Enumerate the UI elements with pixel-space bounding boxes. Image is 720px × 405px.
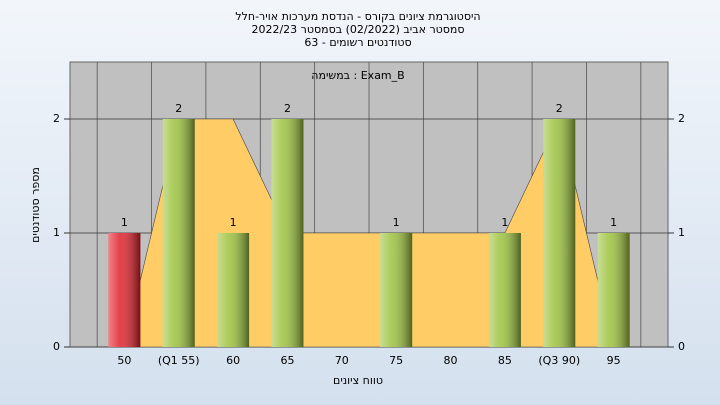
bar-shading — [217, 233, 250, 347]
chart-subtitle: סטודנטים רשומים - 63 — [304, 36, 411, 49]
data-label: 2 — [175, 102, 182, 115]
data-label: 2 — [556, 102, 563, 115]
data-label: 1 — [121, 216, 128, 229]
x-axis-label: טווח ציונים — [333, 374, 383, 387]
bar-shading — [543, 119, 576, 347]
x-tick-label: 60 — [226, 354, 240, 367]
y2-tick-label: 1 — [678, 226, 685, 239]
x-tick-label: 95 — [607, 354, 621, 367]
x-tick-label: 80 — [444, 354, 458, 367]
chart-title: היסטוגרמת ציונים בקורס - הנדסת מערכות או… — [235, 10, 480, 23]
x-tick-label: 85 — [498, 354, 512, 367]
y-axis-label: מספר סטודנטים — [29, 167, 42, 243]
bar-shading — [108, 233, 141, 347]
bar-shading — [380, 233, 413, 347]
data-label: 1 — [610, 216, 617, 229]
chart-subtitle: 2022/23 סמסטר אביב (02/2022) בסמסטר — [251, 23, 464, 36]
data-label: 1 — [393, 216, 400, 229]
annotation: במשימה : Exam_B — [311, 69, 404, 82]
data-label: 1 — [230, 216, 237, 229]
bar-shading — [162, 119, 195, 347]
x-tick-label: 70 — [335, 354, 349, 367]
data-label: 2 — [284, 102, 291, 115]
x-tick-label: 65 — [280, 354, 294, 367]
bar-shading — [271, 119, 304, 347]
x-tick-label: 50 — [117, 354, 131, 367]
x-tick-label: (Q1 55) — [158, 354, 200, 367]
y-tick-label: 2 — [53, 112, 60, 125]
bar-shading — [597, 233, 630, 347]
y2-tick-label: 2 — [678, 112, 685, 125]
x-tick-label: 75 — [389, 354, 403, 367]
data-label: 1 — [501, 216, 508, 229]
y2-tick-label: 0 — [678, 340, 685, 353]
y-tick-label: 0 — [53, 340, 60, 353]
bar-shading — [488, 233, 521, 347]
x-tick-label: (Q3 90) — [538, 354, 580, 367]
y-tick-label: 1 — [53, 226, 60, 239]
